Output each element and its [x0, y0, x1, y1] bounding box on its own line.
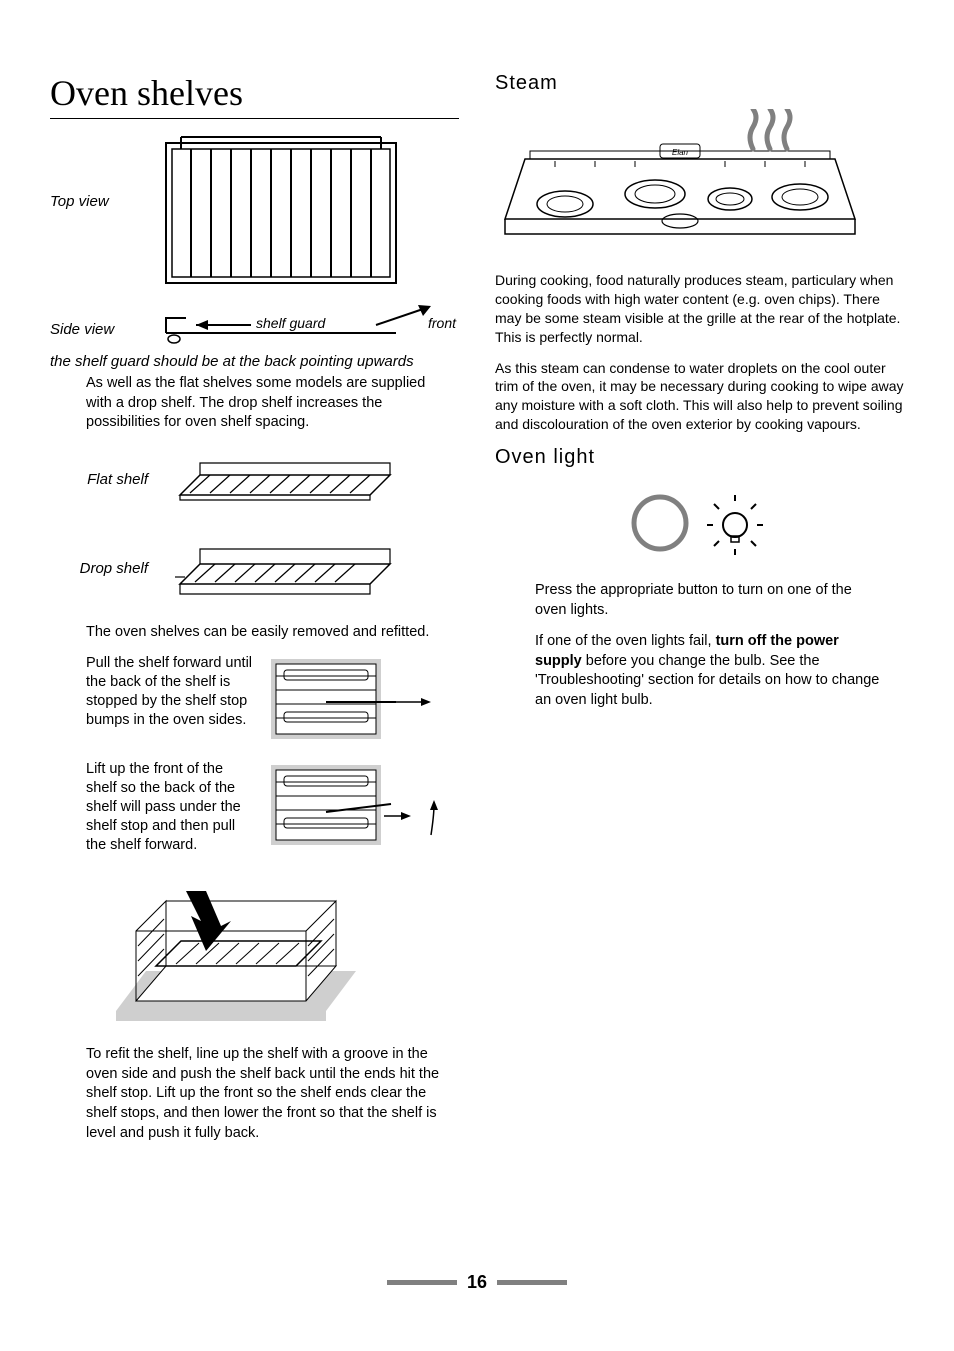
brand-text: Elan [672, 148, 689, 157]
para-refit: To refit the shelf, line up the shelf wi… [86, 1045, 449, 1143]
page-bar-left [387, 1280, 457, 1285]
page-bar-right [497, 1280, 567, 1285]
page-number: 16 [467, 1272, 487, 1293]
front-label: front [428, 315, 456, 331]
refit-figure [86, 871, 449, 1031]
step2-figure [266, 760, 446, 855]
step1-figure [266, 654, 446, 744]
steam-title: Steam [495, 72, 904, 95]
ovenlight-para2: If one of the oven lights fail, turn off… [535, 632, 884, 710]
step1-row: Pull the shelf forward until the back of… [86, 654, 449, 744]
drop-shelf-label: Drop shelf [50, 560, 160, 577]
drop-shelf-figure: Drop shelf [50, 529, 459, 609]
page-number-bar: 16 [0, 1272, 954, 1293]
steam-para2: As this steam can condense to water drop… [495, 359, 904, 435]
shelf-guard-caption: the shelf guard should be at the back po… [50, 353, 459, 370]
para-drop-shelf: As well as the flat shelves some models … [86, 374, 449, 433]
ovenlight-para1: Press the appropriate button to turn on … [535, 581, 884, 620]
steam-figure: Elan [495, 109, 904, 259]
right-column: Steam Elan [495, 72, 904, 1155]
ovenlight-title: Oven light [495, 446, 904, 469]
top-view-label: Top view [50, 193, 121, 210]
step1-text: Pull the shelf forward until the back of… [86, 654, 256, 729]
para-remove-refit: The oven shelves can be easily removed a… [86, 623, 449, 643]
ovenlight-para2-b: before you change the bulb. See the 'Tro… [535, 653, 879, 708]
flat-shelf-label: Flat shelf [50, 471, 160, 488]
step2-row: Lift up the front of the shelf so the ba… [86, 760, 449, 855]
step2-text: Lift up the front of the shelf so the ba… [86, 760, 256, 854]
side-view-label: Side view [50, 321, 126, 338]
ovenlight-para2-a: If one of the oven lights fail, [535, 633, 716, 649]
flat-shelf-figure: Flat shelf [50, 445, 459, 515]
ovenlight-figure [495, 483, 904, 563]
shelf-guard-label: shelf guard [256, 315, 325, 331]
main-title: Oven shelves [50, 72, 459, 119]
left-column: Oven shelves Top view Side view [50, 72, 459, 1155]
steam-para1: During cooking, food naturally produces … [495, 271, 904, 347]
shelf-views-figure: Top view Side view [50, 133, 459, 353]
